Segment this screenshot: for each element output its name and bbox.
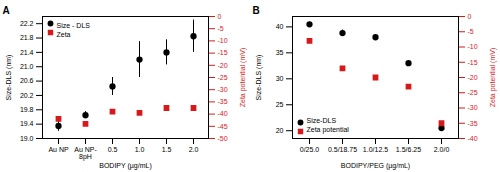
svg-text:1.0/12.5: 1.0/12.5 — [363, 146, 388, 153]
svg-text:25: 25 — [276, 101, 284, 108]
svg-text:-10: -10 — [218, 37, 228, 44]
svg-text:21.8: 21.8 — [20, 34, 34, 41]
svg-text:-50: -50 — [218, 135, 228, 142]
svg-text:-20: -20 — [218, 62, 228, 69]
svg-text:-30: -30 — [218, 86, 228, 93]
svg-text:40: 40 — [276, 23, 284, 30]
svg-text:-15: -15 — [218, 49, 228, 56]
svg-text:B: B — [253, 5, 260, 16]
svg-text:30: 30 — [276, 75, 284, 82]
svg-text:-25: -25 — [218, 74, 228, 81]
svg-text:-20: -20 — [468, 74, 478, 81]
svg-text:-10: -10 — [468, 43, 478, 50]
svg-text:19.8: 19.8 — [20, 106, 34, 113]
svg-text:Zeta potential (mV): Zeta potential (mV) — [489, 48, 497, 108]
svg-text:35: 35 — [276, 49, 284, 56]
svg-text:Size-DLS (nm): Size-DLS (nm) — [5, 55, 13, 101]
svg-text:1.5: 1.5 — [162, 146, 172, 153]
svg-text:21.0: 21.0 — [20, 63, 34, 70]
svg-text:0: 0 — [468, 13, 472, 20]
svg-text:Size-DLS (nm): Size-DLS (nm) — [255, 55, 263, 101]
svg-text:20: 20 — [276, 127, 284, 134]
svg-text:-45: -45 — [218, 123, 228, 130]
svg-text:20.2: 20.2 — [20, 92, 34, 99]
svg-text:0: 0 — [218, 13, 222, 20]
svg-text:19.4: 19.4 — [20, 120, 34, 127]
svg-text:Zeta potential: Zeta potential — [307, 126, 350, 134]
svg-text:Size - DLS: Size - DLS — [57, 22, 91, 29]
svg-text:-35: -35 — [218, 98, 228, 105]
svg-text:0.5: 0.5 — [108, 146, 118, 153]
svg-text:-5: -5 — [218, 25, 224, 32]
svg-text:1.0: 1.0 — [135, 146, 145, 153]
svg-text:BODIPY/PEG (µg/mL): BODIPY/PEG (µg/mL) — [341, 162, 410, 170]
svg-text:-15: -15 — [468, 58, 478, 65]
svg-text:Au NP: Au NP — [48, 146, 69, 153]
svg-text:-5: -5 — [468, 28, 474, 35]
svg-text:BODIPY (µg/mL): BODIPY (µg/mL) — [99, 162, 152, 170]
svg-text:Zeta potential (mV): Zeta potential (mV) — [239, 48, 247, 108]
svg-text:22.2: 22.2 — [20, 20, 34, 27]
svg-text:Size-DLS: Size-DLS — [307, 117, 337, 124]
svg-text:-35: -35 — [468, 119, 478, 126]
svg-text:20.6: 20.6 — [20, 77, 34, 84]
svg-text:2.0/0: 2.0/0 — [434, 146, 450, 153]
svg-text:2.0: 2.0 — [189, 146, 199, 153]
svg-text:Zeta: Zeta — [57, 31, 71, 38]
svg-text:21.4: 21.4 — [20, 49, 34, 56]
svg-text:-40: -40 — [218, 110, 228, 117]
svg-text:-25: -25 — [468, 89, 478, 96]
svg-text:Au NP-8pH: Au NP-8pH — [74, 146, 97, 161]
svg-text:-40: -40 — [468, 135, 478, 142]
svg-text:1.5/6.25: 1.5/6.25 — [396, 146, 421, 153]
svg-text:19.0: 19.0 — [20, 135, 34, 142]
svg-text:0.5/18.75: 0.5/18.75 — [328, 146, 357, 153]
svg-text:0/25.0: 0/25.0 — [300, 146, 320, 153]
svg-text:-30: -30 — [468, 104, 478, 111]
svg-text:A: A — [3, 5, 10, 16]
